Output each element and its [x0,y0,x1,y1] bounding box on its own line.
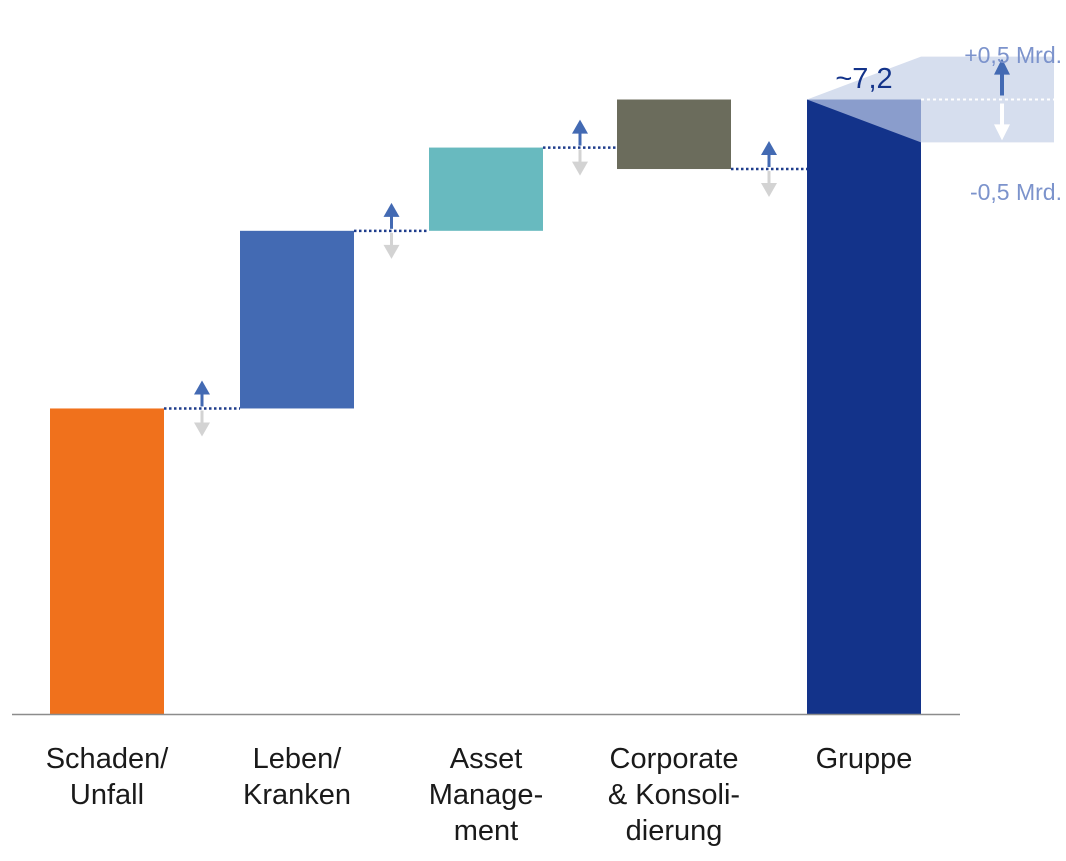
range-down-arrow-head [994,124,1010,141]
up-arrow-head-2 [383,202,400,217]
bar-4 [617,99,731,170]
bars-layer [50,99,921,715]
bar-5 [807,99,921,715]
range-lower-label: -0,5 Mrd. [970,179,1062,205]
labels-layer: Schaden/Unfall Leben/Kranken Asset Manage-m… [46,42,1062,847]
down-arrow-head-3 [572,161,588,176]
up-arrow-head-3 [572,119,588,134]
bar-3 [429,147,543,231]
category-label-1: Schaden/Unfall [46,743,169,811]
range-up-arrow-head [994,58,1010,75]
category-label-2: Leben/Kranken [243,743,351,811]
total-value-label: ~7,2 [835,63,892,95]
down-arrow-head-4 [761,183,777,198]
down-arrow-head-1 [194,422,210,437]
connectors-layer [164,146,807,410]
category-label-3: Asset Manage-ment [429,743,543,847]
bar-1 [50,408,164,714]
arrows-layer [194,58,1054,437]
down-arrow-head-2 [383,244,400,259]
category-label-5: Gruppe [816,743,913,775]
range-upper-label: +0,5 Mrd. [964,42,1062,68]
bar-2 [240,230,354,409]
up-arrow-head-1 [194,380,210,395]
up-arrow-head-4 [761,141,777,156]
category-label-4: Corporate & Konsoli-dierung [608,743,740,847]
range-fan [807,99,921,143]
